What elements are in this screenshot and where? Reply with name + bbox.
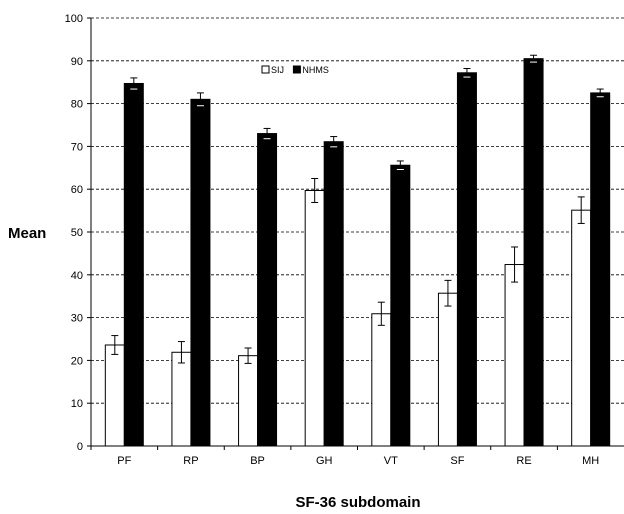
y-tick-label: 20 (71, 355, 83, 367)
bar-sij-rp (171, 351, 192, 447)
y-tick-label: 80 (71, 99, 83, 111)
x-ticks: PF RP BP GH VT SF RE MH (90, 446, 599, 467)
x-tick-label: RP (183, 455, 198, 467)
bar-sij-vt (371, 313, 392, 447)
bar-nhms-gh (323, 141, 344, 447)
y-axis-title: Mean (8, 225, 46, 242)
y-tick-label: 100 (65, 13, 83, 25)
y-tick-label: 0 (77, 441, 83, 453)
bar-nhms-bp (257, 133, 278, 447)
x-tick-label: RE (516, 455, 531, 467)
x-tick-label: GH (316, 455, 333, 467)
bar-nhms-pf (123, 82, 144, 447)
bars (104, 54, 611, 447)
bar-nhms-rp (190, 98, 211, 447)
bar-nhms-sf (456, 72, 477, 447)
legend-label-sij: SIJ (271, 65, 284, 75)
y-tick-label: 10 (71, 398, 83, 410)
x-tick-label: MH (582, 455, 599, 467)
bar-sij-bp (238, 355, 259, 447)
legend-swatch-sij (261, 65, 270, 74)
x-tick-label: SF (450, 455, 464, 467)
legend-swatch-nhms (292, 65, 301, 74)
x-tick-label: PF (117, 455, 131, 467)
y-tick-label: 60 (71, 184, 83, 196)
bar-nhms-vt (390, 164, 411, 447)
gridlines (91, 17, 624, 404)
y-tick-label: 50 (71, 227, 83, 239)
bar-sij-pf (104, 344, 125, 447)
y-tick-label: 90 (71, 56, 83, 68)
bar-sij-gh (304, 189, 325, 447)
x-axis-title: SF-36 subdomain (295, 494, 420, 511)
legend: SIJ NHMS (261, 65, 329, 75)
bar-nhms-mh (590, 92, 611, 447)
bar-sij-mh (571, 209, 592, 447)
y-ticks: 0 10 20 30 40 50 60 70 80 90 100 (65, 13, 91, 453)
bar-sij-sf (437, 292, 458, 447)
x-tick-label: VT (384, 455, 398, 467)
y-tick-label: 70 (71, 141, 83, 153)
y-tick-label: 30 (71, 313, 83, 325)
x-tick-label: BP (250, 455, 265, 467)
bar-nhms-re (523, 58, 544, 447)
legend-label-nhms: NHMS (302, 65, 329, 75)
y-tick-label: 40 (71, 270, 83, 282)
bar-sij-re (504, 264, 525, 447)
